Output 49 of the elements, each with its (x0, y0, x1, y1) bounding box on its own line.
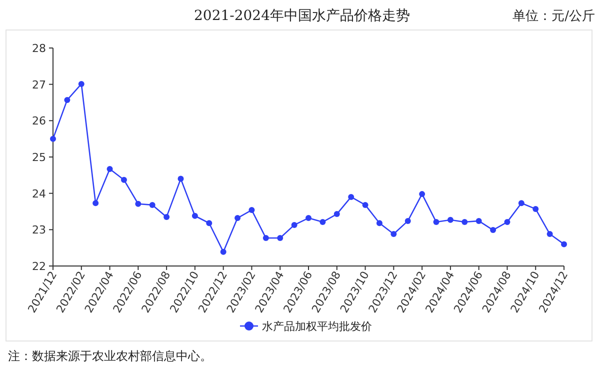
point (376, 220, 382, 226)
point (476, 218, 482, 224)
point (561, 241, 567, 248)
text: 注：数据来源于农业农村部信息中心。 (8, 349, 212, 363)
point (50, 136, 56, 142)
point (490, 227, 496, 234)
point (178, 176, 184, 182)
point (404, 218, 411, 224)
y-tick-label: 27 (32, 78, 46, 92)
point (248, 207, 255, 214)
point (362, 202, 368, 208)
point (532, 206, 539, 212)
point (164, 214, 170, 220)
point (277, 235, 284, 242)
point (334, 211, 340, 218)
point (291, 222, 298, 228)
point (149, 202, 156, 208)
point (78, 80, 84, 87)
point (206, 220, 212, 226)
point (518, 200, 524, 206)
point (135, 200, 142, 207)
point (447, 216, 454, 223)
point (348, 194, 354, 200)
point (320, 219, 326, 226)
point (234, 215, 241, 222)
legend: 水产品加权平均批发价 (240, 320, 372, 333)
y-tick-label: 26 (32, 114, 46, 128)
chart-title: 2021-2024年中国水产品价格走势 (194, 8, 410, 24)
legend-label: 水产品加权平均批发价 (262, 320, 372, 333)
point (120, 176, 127, 183)
point (192, 212, 198, 219)
point (262, 235, 269, 242)
text: 单位：元/公斤 (512, 9, 595, 24)
point (433, 219, 440, 226)
point (546, 231, 553, 238)
point (220, 248, 226, 255)
y-tick-label: 25 (32, 151, 46, 164)
point (504, 219, 510, 226)
y-tick-label: 28 (32, 42, 46, 55)
point (390, 231, 397, 238)
point (419, 191, 426, 198)
y-tick-label: 22 (32, 260, 46, 273)
point (64, 96, 70, 103)
point (106, 166, 113, 172)
point (92, 200, 99, 206)
point (462, 219, 468, 226)
point (306, 215, 312, 222)
y-tick-label: 23 (32, 224, 46, 237)
y-tick-label: 24 (32, 187, 46, 200)
